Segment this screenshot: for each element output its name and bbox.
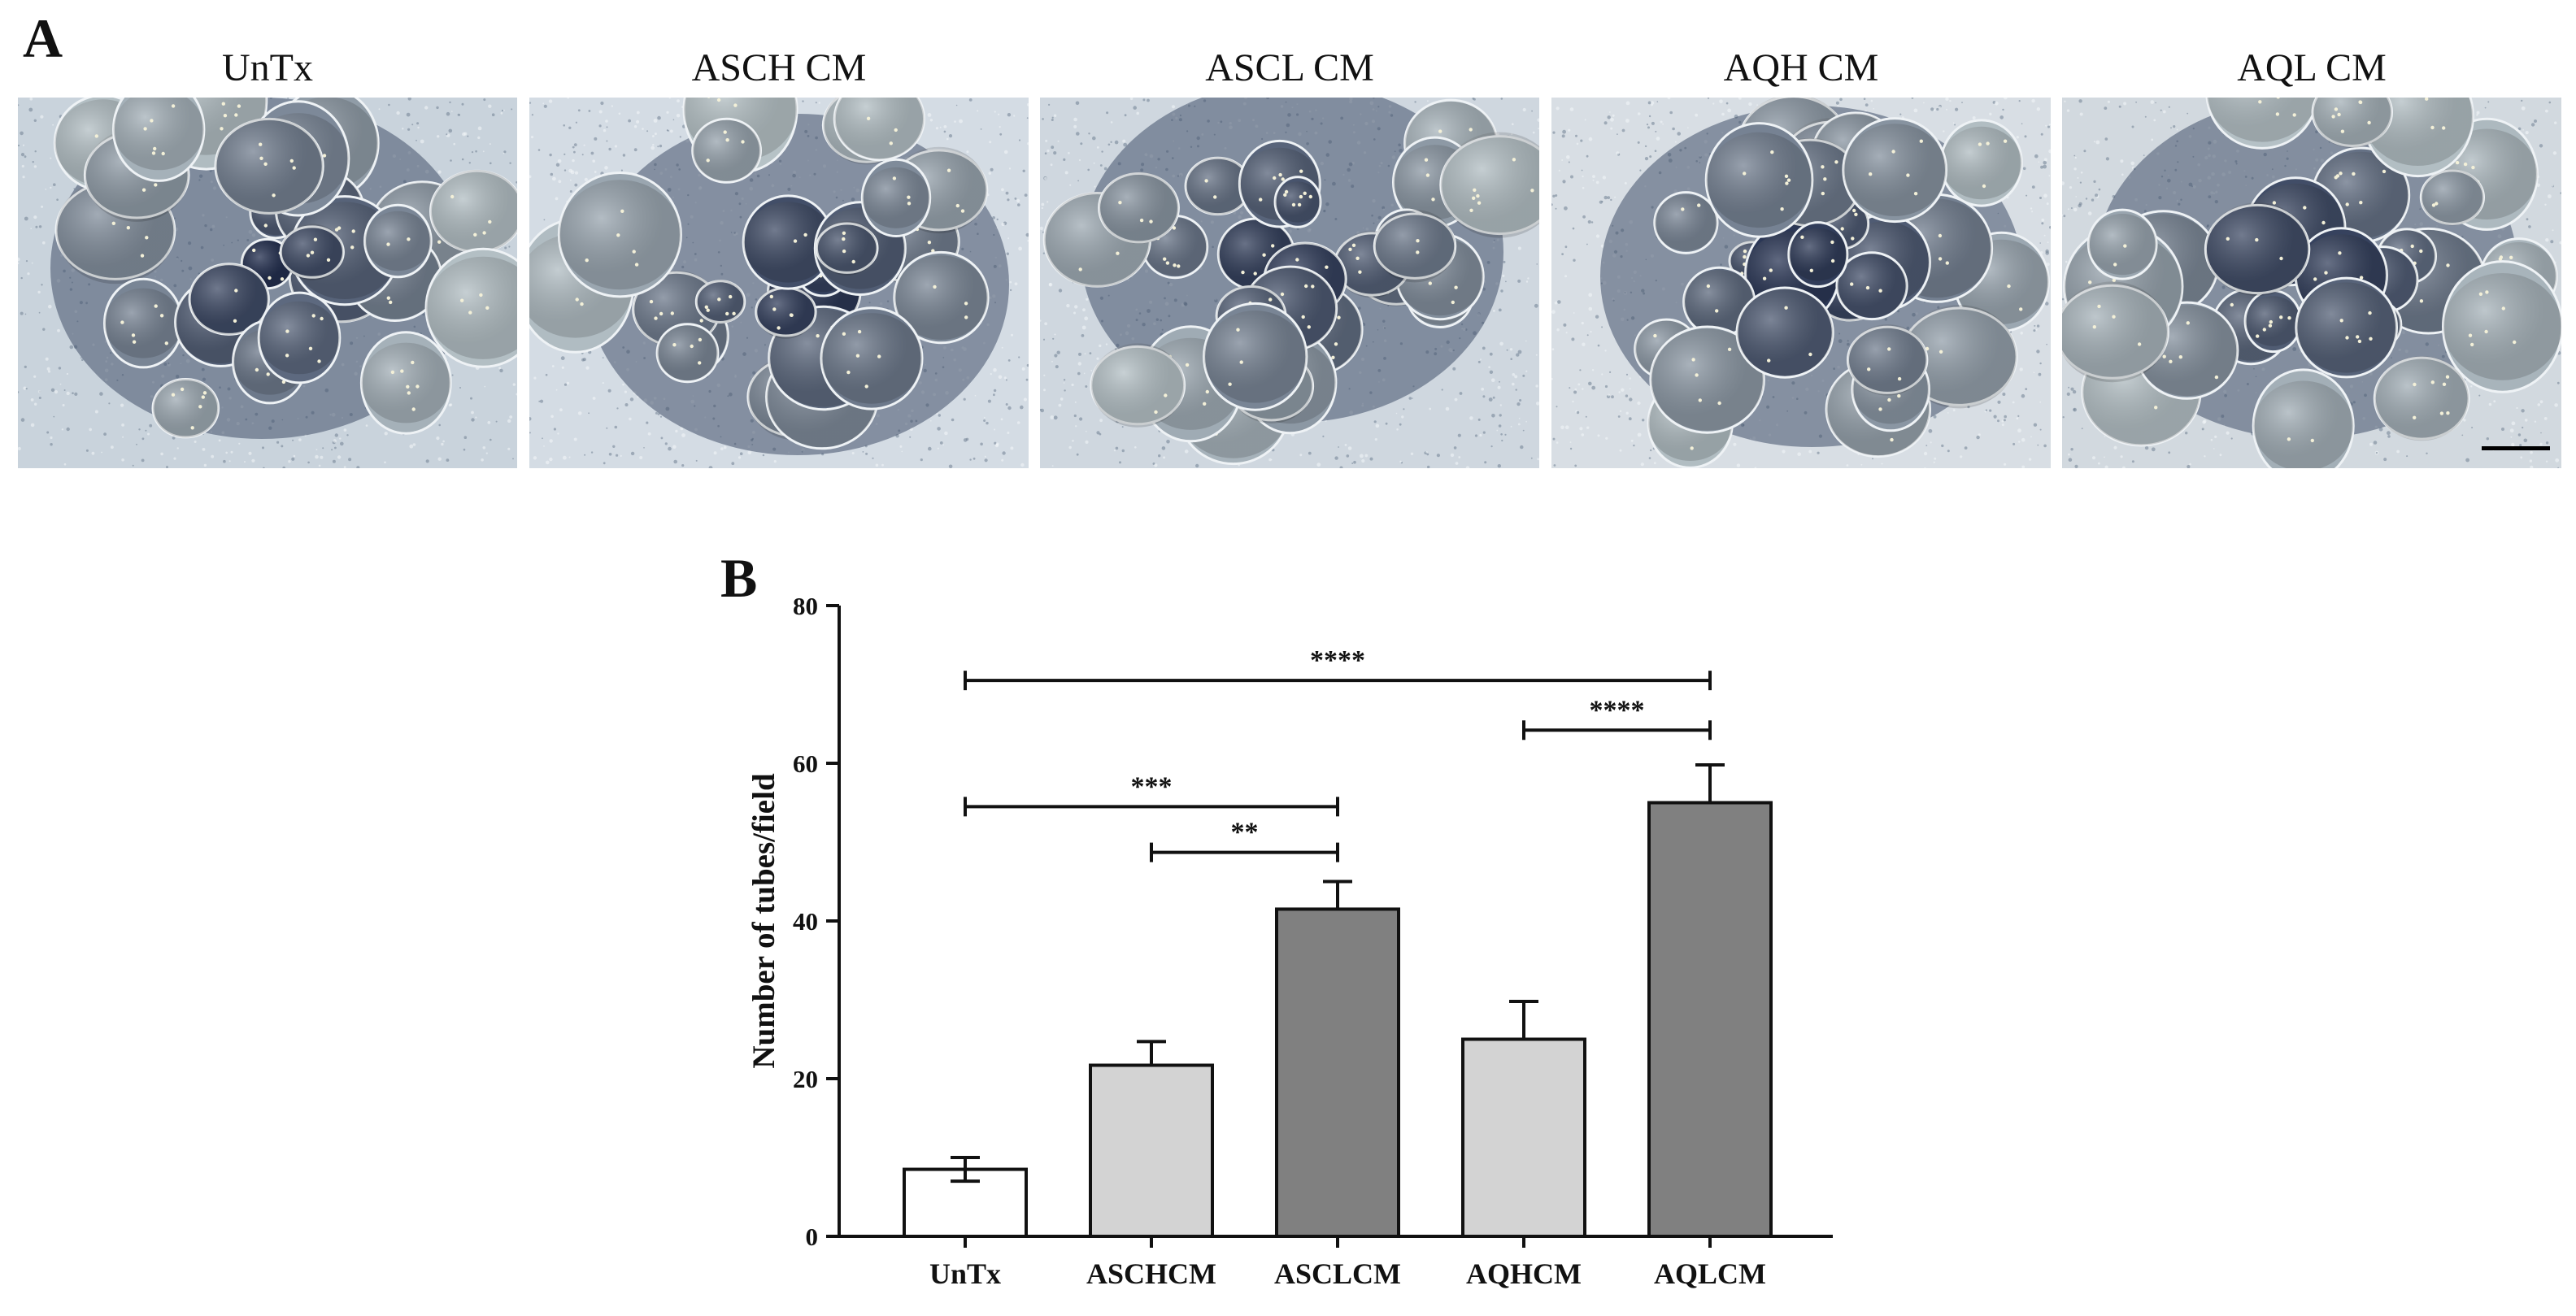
- x-tick-label: AQLCM: [1654, 1257, 1766, 1290]
- micrograph-aqh-cm: AQH CM: [1551, 0, 2051, 471]
- significance-label: ***: [1131, 771, 1173, 801]
- micrograph-asch-cm: ASCH CM: [529, 0, 1029, 471]
- scale-bar: [2482, 446, 2550, 450]
- micrograph-title: AQH CM: [1723, 46, 1879, 89]
- significance-label: ****: [1310, 645, 1365, 675]
- micrograph-title: UnTx: [222, 46, 313, 89]
- y-tick-label: 40: [793, 907, 818, 936]
- micrograph-aql-cm: AQL CM: [2062, 0, 2561, 471]
- micrograph-untx: UnTx: [18, 0, 517, 471]
- y-tick-label: 0: [806, 1223, 819, 1251]
- micrograph-title: ASCL CM: [1205, 46, 1374, 89]
- micrograph-image: [1551, 98, 2051, 468]
- panel-b-label: B: [720, 547, 758, 609]
- significance-label: **: [1231, 818, 1259, 848]
- x-tick-label: AQHCM: [1466, 1257, 1582, 1290]
- bar-asclcm: [1275, 907, 1400, 1238]
- micrograph-title: AQL CM: [2237, 46, 2387, 89]
- y-tick-label: 20: [793, 1065, 818, 1093]
- y-tick-label: 80: [793, 592, 818, 620]
- bar-untx: [903, 1167, 1028, 1239]
- micrograph-image: [529, 98, 1029, 468]
- micrograph-title: ASCH CM: [691, 46, 867, 89]
- micrograph-image: [18, 98, 517, 468]
- micrograph-image: [2062, 98, 2561, 468]
- bar-aqhcm: [1461, 1037, 1586, 1238]
- x-tick-label: ASCLCM: [1274, 1257, 1401, 1290]
- panel-a-label: A: [23, 7, 63, 69]
- y-tick-label: 60: [793, 749, 818, 778]
- x-tick-label: UnTx: [929, 1257, 1001, 1290]
- significance-label: ****: [1590, 695, 1645, 725]
- bar-aqlcm: [1647, 801, 1773, 1238]
- micrograph-ascl-cm: ASCL CM: [1040, 0, 1539, 471]
- x-tick-label: ASCHCM: [1086, 1257, 1216, 1290]
- y-axis-label: Number of tubes/field: [746, 773, 781, 1069]
- bar-aschcm: [1089, 1063, 1214, 1239]
- micrograph-image: [1040, 98, 1539, 468]
